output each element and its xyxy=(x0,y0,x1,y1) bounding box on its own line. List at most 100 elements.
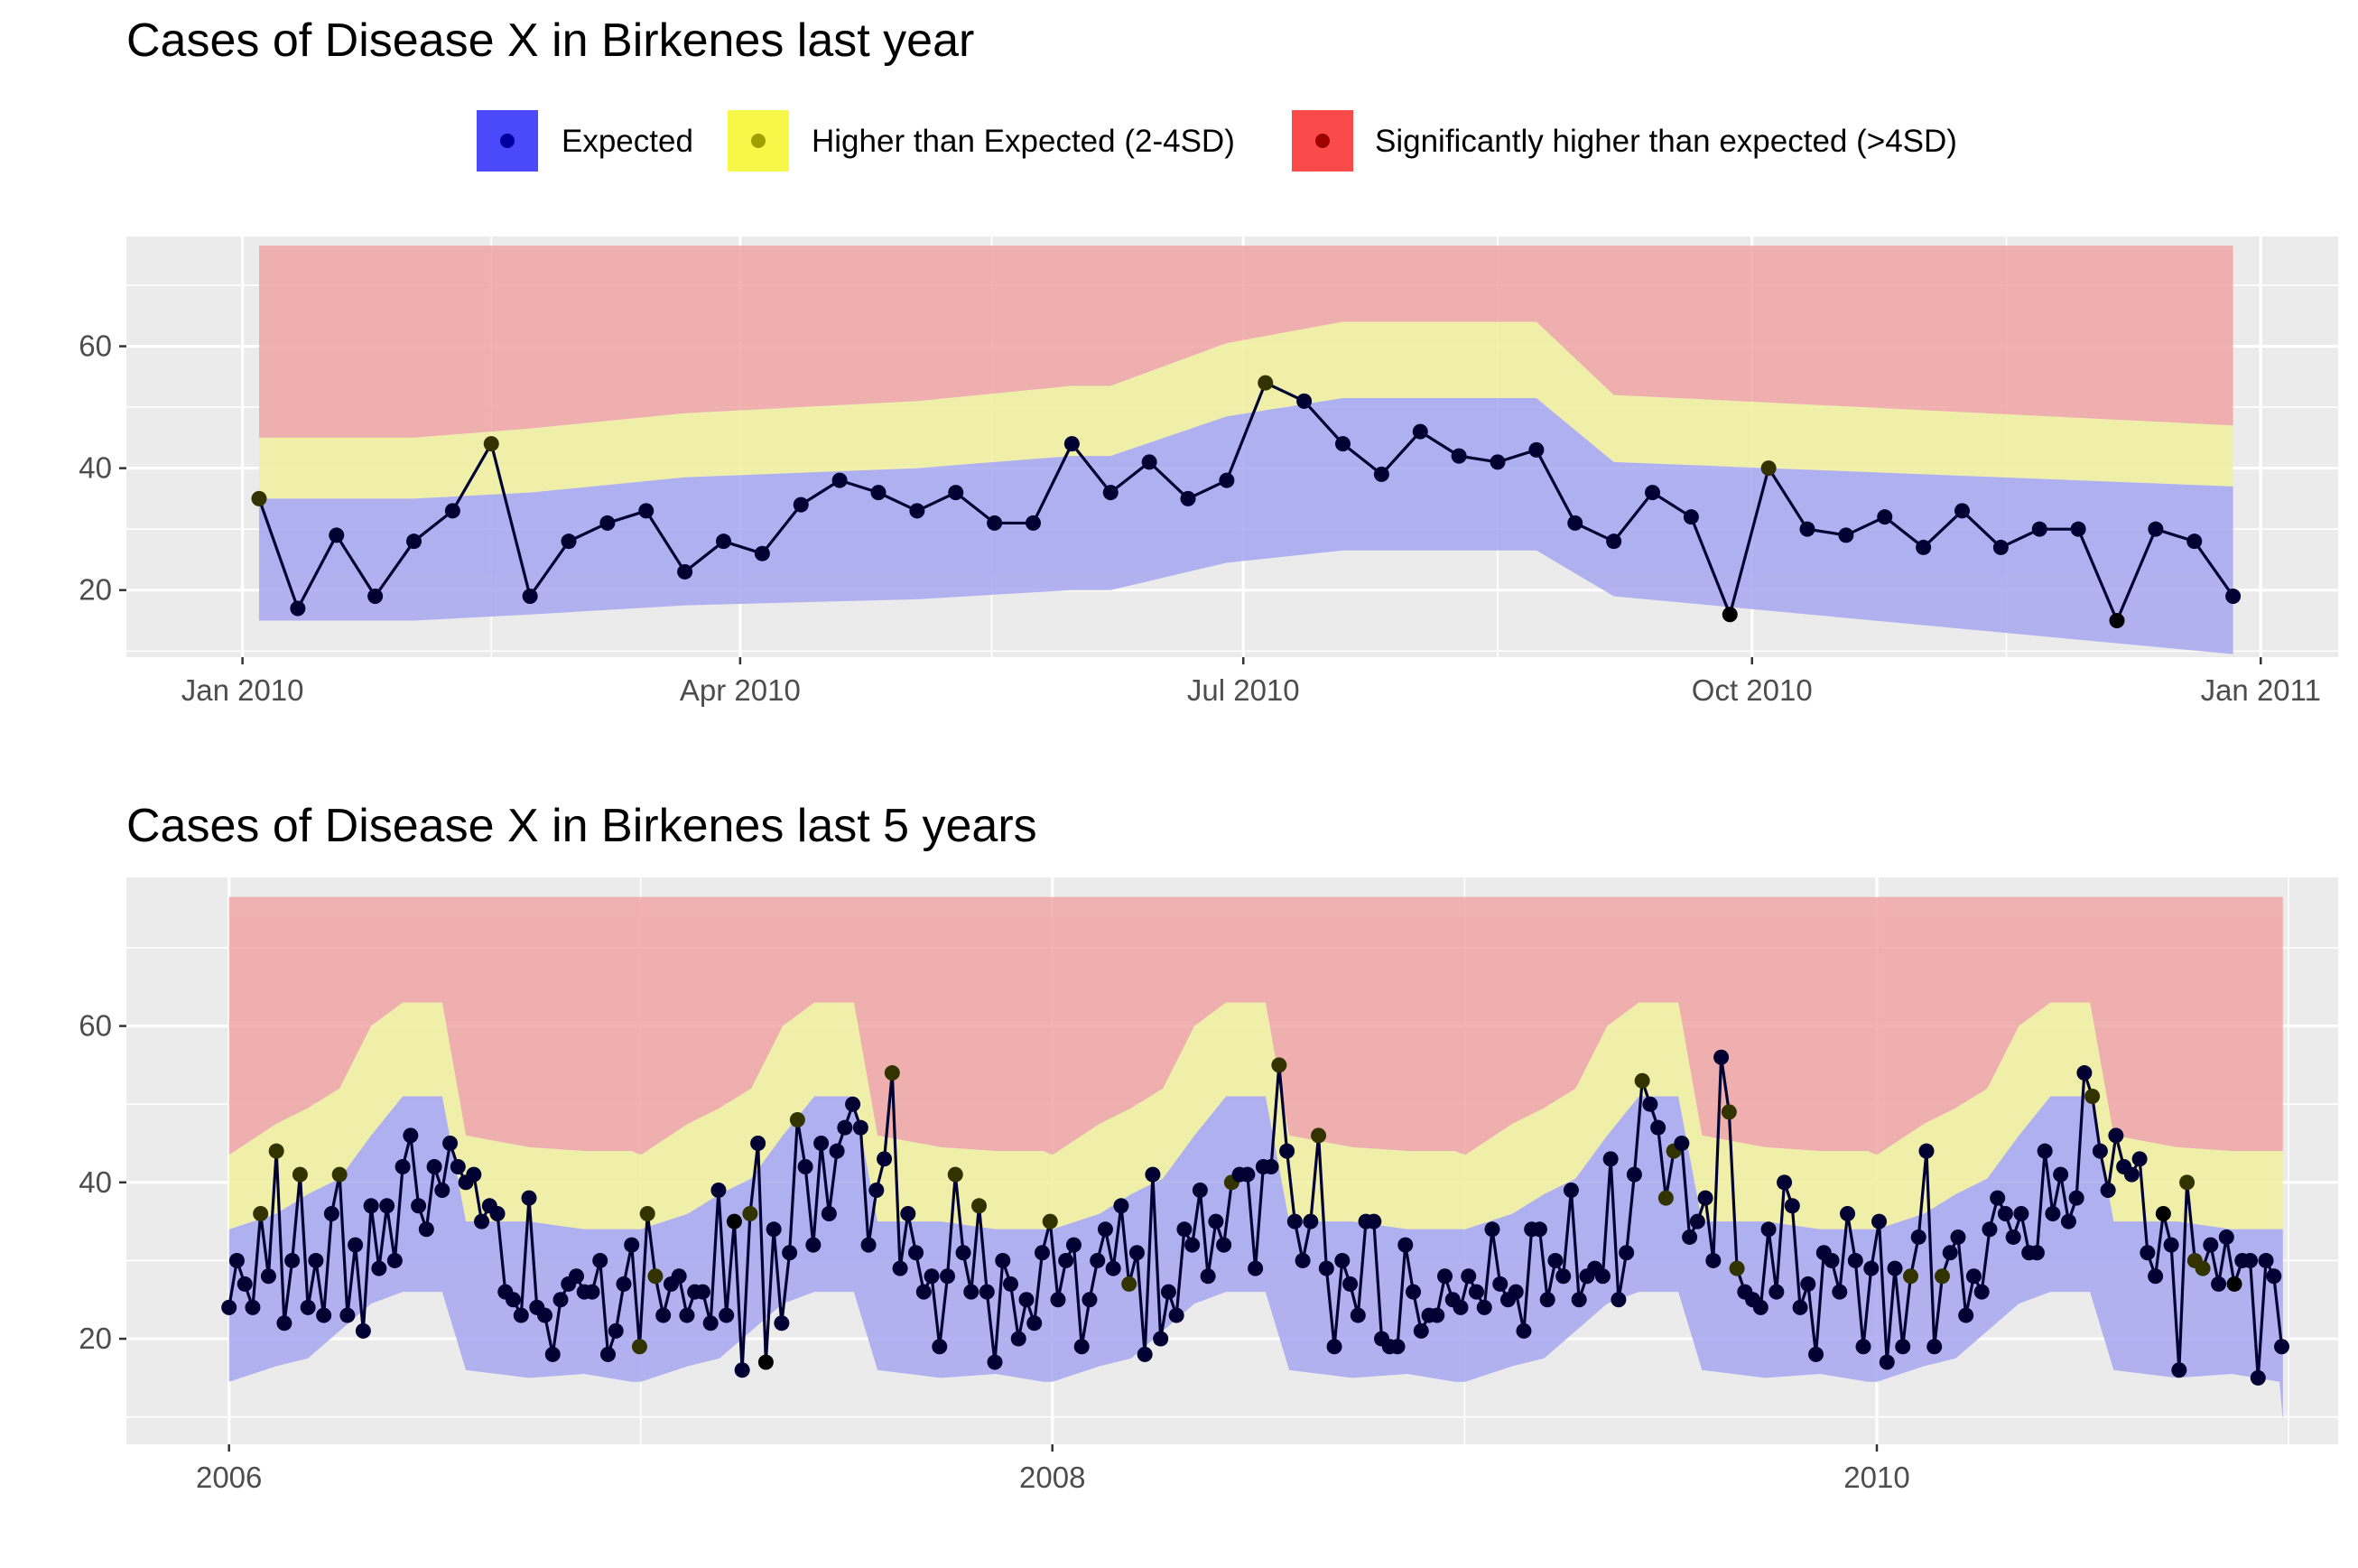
chart-2-point-90 xyxy=(932,1339,948,1355)
chart-2-point-233 xyxy=(2060,1213,2076,1229)
chart-1-point-47 xyxy=(2070,521,2086,537)
chart-1-point-4 xyxy=(406,533,422,550)
chart-2-point-86 xyxy=(900,1205,916,1221)
chart-1-band-expected xyxy=(259,397,2233,654)
chart-2-point-164 xyxy=(1516,1322,1532,1339)
chart-2-point-32 xyxy=(474,1213,490,1229)
chart-2-point-106 xyxy=(1058,1252,1074,1268)
chart-1-ytick-label-60: 60 xyxy=(79,329,112,363)
chart-2-point-212 xyxy=(1895,1339,1911,1355)
chart-1-point-25 xyxy=(1219,472,1235,488)
chart-1-point-20 xyxy=(1026,515,1041,531)
chart-2-point-237 xyxy=(2092,1143,2108,1159)
legend-dot-significant xyxy=(1315,134,1330,148)
chart-2-point-248 xyxy=(2179,1174,2196,1191)
chart-2-point-52 xyxy=(631,1339,647,1355)
chart-2-ytick-label-60: 60 xyxy=(79,1009,112,1043)
chart-2-point-17 xyxy=(355,1322,371,1339)
legend-label-expected: Expected xyxy=(562,124,693,159)
chart-2-xtick-label: 2008 xyxy=(1019,1461,1085,1494)
chart-2-point-47 xyxy=(592,1252,608,1268)
chart-2-point-216 xyxy=(1926,1339,1943,1355)
chart-2-point-70 xyxy=(774,1315,790,1331)
chart-1-point-9 xyxy=(599,515,616,531)
chart-2-point-87 xyxy=(908,1245,924,1261)
chart-2-point-201 xyxy=(1808,1346,1824,1362)
chart-2-point-260 xyxy=(2274,1339,2290,1355)
chart-2-point-175 xyxy=(1602,1151,1619,1167)
chart-2-point-53 xyxy=(639,1205,655,1221)
chart-1-point-43 xyxy=(1916,539,1932,555)
chart-2-point-232 xyxy=(2053,1166,2069,1183)
chart-1-point-19 xyxy=(987,515,1003,531)
chart-2-point-168 xyxy=(1547,1252,1564,1268)
chart-1-point-51 xyxy=(2225,588,2242,604)
chart-2-point-154 xyxy=(1437,1268,1453,1285)
chart-2-point-161 xyxy=(1492,1276,1509,1292)
chart-2-point-36 xyxy=(506,1292,522,1308)
chart-2-point-105 xyxy=(1050,1292,1066,1308)
chart-2-point-156 xyxy=(1453,1299,1469,1315)
chart-2-point-149 xyxy=(1397,1237,1414,1253)
chart-2-point-181 xyxy=(1650,1119,1666,1136)
chart-2-point-111 xyxy=(1097,1221,1113,1238)
chart-2-point-129 xyxy=(1239,1166,1256,1183)
chart-2-point-125 xyxy=(1208,1213,1224,1229)
chart-2-point-199 xyxy=(1792,1299,1808,1315)
chart-2-point-133 xyxy=(1271,1057,1287,1073)
chart-1-point-29 xyxy=(1373,466,1389,482)
chart-2-point-209 xyxy=(1871,1213,1888,1229)
chart-2-point-72 xyxy=(789,1112,805,1128)
chart-2-point-78 xyxy=(837,1119,853,1136)
chart-2-point-69 xyxy=(766,1221,782,1238)
chart-2-point-77 xyxy=(829,1143,845,1159)
chart-2-point-171 xyxy=(1571,1292,1587,1308)
chart-2-point-134 xyxy=(1279,1143,1295,1159)
chart-2-point-142 xyxy=(1342,1276,1359,1292)
chart-2-point-126 xyxy=(1216,1237,1232,1253)
chart-1-point-42 xyxy=(1877,509,1893,525)
chart-2-point-66 xyxy=(742,1205,758,1221)
legend-label-significant: Significantly higher than expected (>4SD… xyxy=(1375,124,1957,159)
chart-2-point-1 xyxy=(228,1252,245,1268)
chart-2-point-89 xyxy=(924,1268,940,1285)
chart-2-point-94 xyxy=(963,1284,979,1300)
chart-2-point-85 xyxy=(892,1260,908,1276)
chart-1-band-significant xyxy=(259,246,2233,438)
chart-2-point-166 xyxy=(1531,1221,1547,1238)
chart-1-xtick-label: Jan 2011 xyxy=(2201,673,2321,707)
chart-2-point-14 xyxy=(331,1166,348,1183)
chart-2-point-151 xyxy=(1413,1322,1429,1339)
chart-1-xtick-label: Apr 2010 xyxy=(680,673,801,707)
chart-2-point-16 xyxy=(348,1237,364,1253)
chart-2-point-182 xyxy=(1657,1190,1674,1206)
chart-2-point-241 xyxy=(2123,1166,2140,1183)
chart-2-point-96 xyxy=(979,1284,995,1300)
chart-2-point-0 xyxy=(221,1299,237,1315)
chart-2-point-250 xyxy=(2195,1260,2211,1276)
chart-1-point-18 xyxy=(948,485,964,501)
chart-2-point-231 xyxy=(2045,1205,2061,1221)
chart-1-point-44 xyxy=(1954,503,1970,519)
chart-2-point-82 xyxy=(868,1182,885,1198)
chart-1-point-23 xyxy=(1141,454,1157,470)
chart-2-point-195 xyxy=(1760,1221,1777,1238)
chart-2-point-163 xyxy=(1508,1284,1524,1300)
chart-2-point-117 xyxy=(1145,1166,1161,1183)
chart-2-point-7 xyxy=(276,1315,292,1331)
chart-1-point-40 xyxy=(1799,521,1815,537)
chart-2-point-239 xyxy=(2108,1127,2124,1144)
chart-1-point-41 xyxy=(1838,527,1854,543)
chart-1-point-27 xyxy=(1296,393,1313,409)
chart-2-point-211 xyxy=(1887,1260,1903,1276)
chart-1-point-16 xyxy=(870,485,887,501)
chart-1-point-13 xyxy=(754,545,770,561)
chart-2-point-176 xyxy=(1611,1292,1627,1308)
chart-2-point-145 xyxy=(1366,1213,1382,1229)
chart-2-point-8 xyxy=(284,1252,301,1268)
chart-2-point-20 xyxy=(379,1198,395,1214)
chart-2-point-31 xyxy=(466,1166,482,1183)
chart-2-point-153 xyxy=(1429,1307,1445,1323)
chart-1-point-38 xyxy=(1722,607,1738,623)
